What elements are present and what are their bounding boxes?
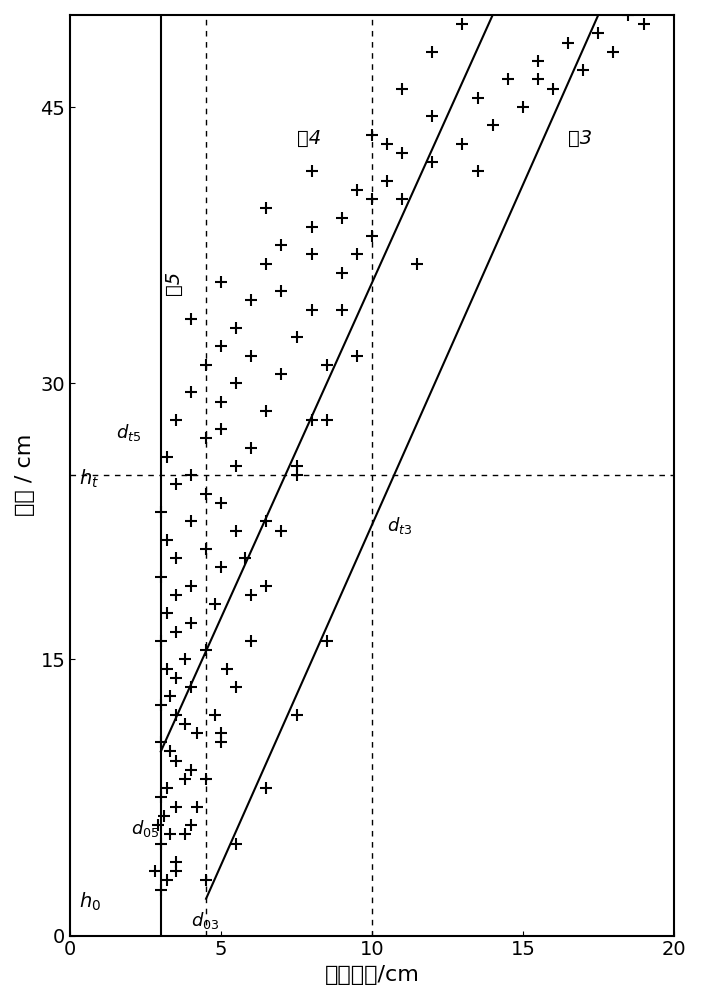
- Text: $h_0$: $h_0$: [79, 891, 102, 913]
- Text: 线5: 线5: [164, 271, 183, 295]
- Text: 线4: 线4: [297, 129, 320, 148]
- Text: $d_{03}$: $d_{03}$: [191, 910, 219, 931]
- Y-axis label: 床高 / cm: 床高 / cm: [15, 434, 35, 516]
- Text: $d_{05}$: $d_{05}$: [130, 818, 159, 839]
- Text: 线3: 线3: [568, 129, 592, 148]
- Text: $d_{t3}$: $d_{t3}$: [387, 515, 412, 536]
- Text: $h_t$: $h_t$: [79, 467, 100, 490]
- X-axis label: 气泡直径/cm: 气泡直径/cm: [325, 965, 419, 985]
- Text: $d_{t5}$: $d_{t5}$: [116, 422, 141, 443]
